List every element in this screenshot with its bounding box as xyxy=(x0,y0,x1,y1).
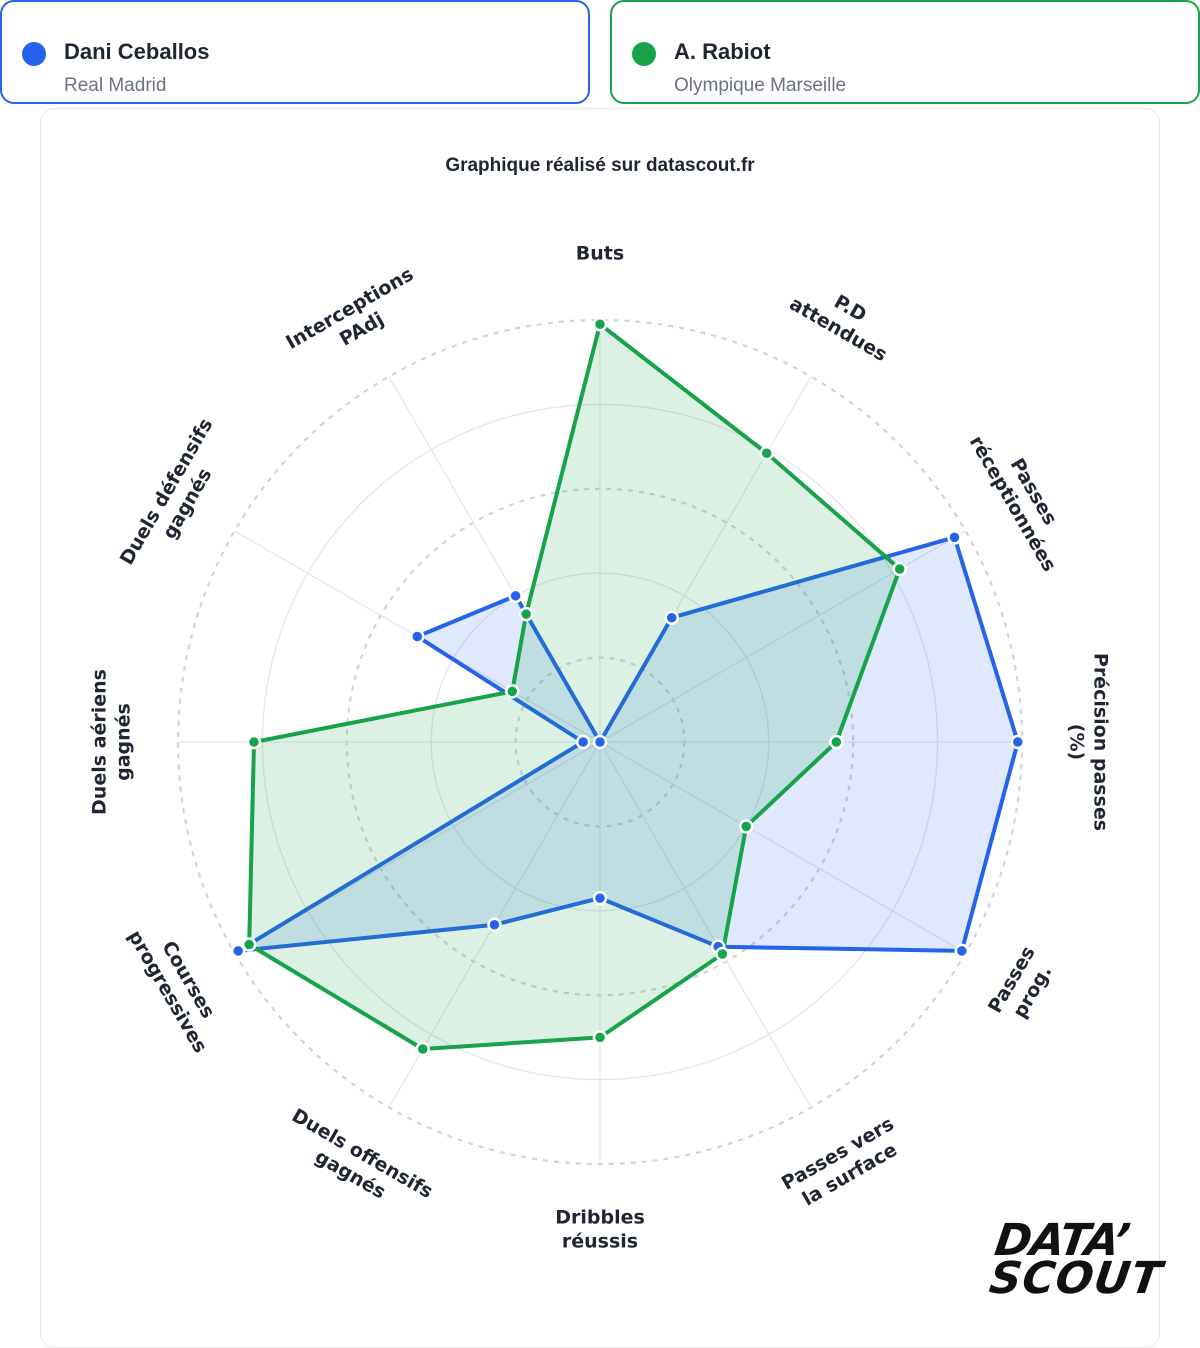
axis-label-9: Duels aériens gagnés xyxy=(89,669,135,815)
axis-label-6-line-0: Dribbles xyxy=(555,1207,645,1229)
data-point-s1-7 xyxy=(415,1041,431,1057)
data-point-s1-0 xyxy=(592,316,608,332)
data-point-s1-1 xyxy=(759,446,774,461)
axis-label-3: Précision passes(%) xyxy=(1066,653,1112,831)
player-b-dot xyxy=(632,42,656,66)
axis-label-9-line-1: gagnés xyxy=(113,703,135,781)
player-a-name: Dani Ceballos xyxy=(64,39,210,64)
player-b-team: Olympique Marseille xyxy=(674,75,847,96)
player-a-team: Real Madrid xyxy=(64,75,167,96)
data-point-s1-5 xyxy=(715,946,730,962)
data-point-s0-2 xyxy=(947,530,962,545)
axis-label-6-line-1: réussis xyxy=(562,1231,638,1253)
data-point-s0-6 xyxy=(592,890,608,906)
data-point-s1-10 xyxy=(505,684,520,699)
axis-label-3-line-1: (%) xyxy=(1066,724,1088,760)
data-point-s0-8 xyxy=(230,943,246,959)
data-point-s1-9 xyxy=(246,734,262,750)
player-card-b[interactable]: A. Rabiot Olympique Marseille xyxy=(610,0,1200,104)
player-card-a[interactable]: Dani Ceballos Real Madrid xyxy=(0,0,590,104)
chart-credit: Graphique réalisé sur datascout.fr xyxy=(445,155,755,176)
data-point-s0-9 xyxy=(575,734,591,750)
data-point-s1-3 xyxy=(829,734,844,750)
data-point-s0-11 xyxy=(508,588,523,604)
data-point-s0-10 xyxy=(410,629,425,644)
data-point-s0-0 xyxy=(592,734,608,750)
data-point-s0-4 xyxy=(954,943,970,959)
axis-label-3-line-0: Précision passes xyxy=(1090,653,1112,831)
axis-label-0-line-0: Buts xyxy=(576,243,624,265)
axis-spoke-4 xyxy=(599,741,966,954)
logo-line-2: SCOUT xyxy=(986,1253,1166,1304)
player-a-dot xyxy=(22,42,46,66)
axis-label-9-line-0: Duels aériens xyxy=(89,669,111,815)
player-b-name: A. Rabiot xyxy=(674,39,771,64)
axis-label-0: Buts xyxy=(576,243,624,265)
datascout-logo: DATA’ SCOUT xyxy=(986,1215,1166,1306)
data-point-s1-2 xyxy=(892,561,907,577)
data-point-s1-11 xyxy=(518,606,534,622)
data-point-s1-6 xyxy=(592,1030,608,1045)
data-point-s0-3 xyxy=(1010,734,1026,750)
data-point-s0-1 xyxy=(664,610,679,625)
data-point-s0-7 xyxy=(487,917,502,932)
data-point-s1-4 xyxy=(738,819,754,834)
data-point-s1-8 xyxy=(241,937,257,952)
axis-spoke-5 xyxy=(599,741,812,1108)
